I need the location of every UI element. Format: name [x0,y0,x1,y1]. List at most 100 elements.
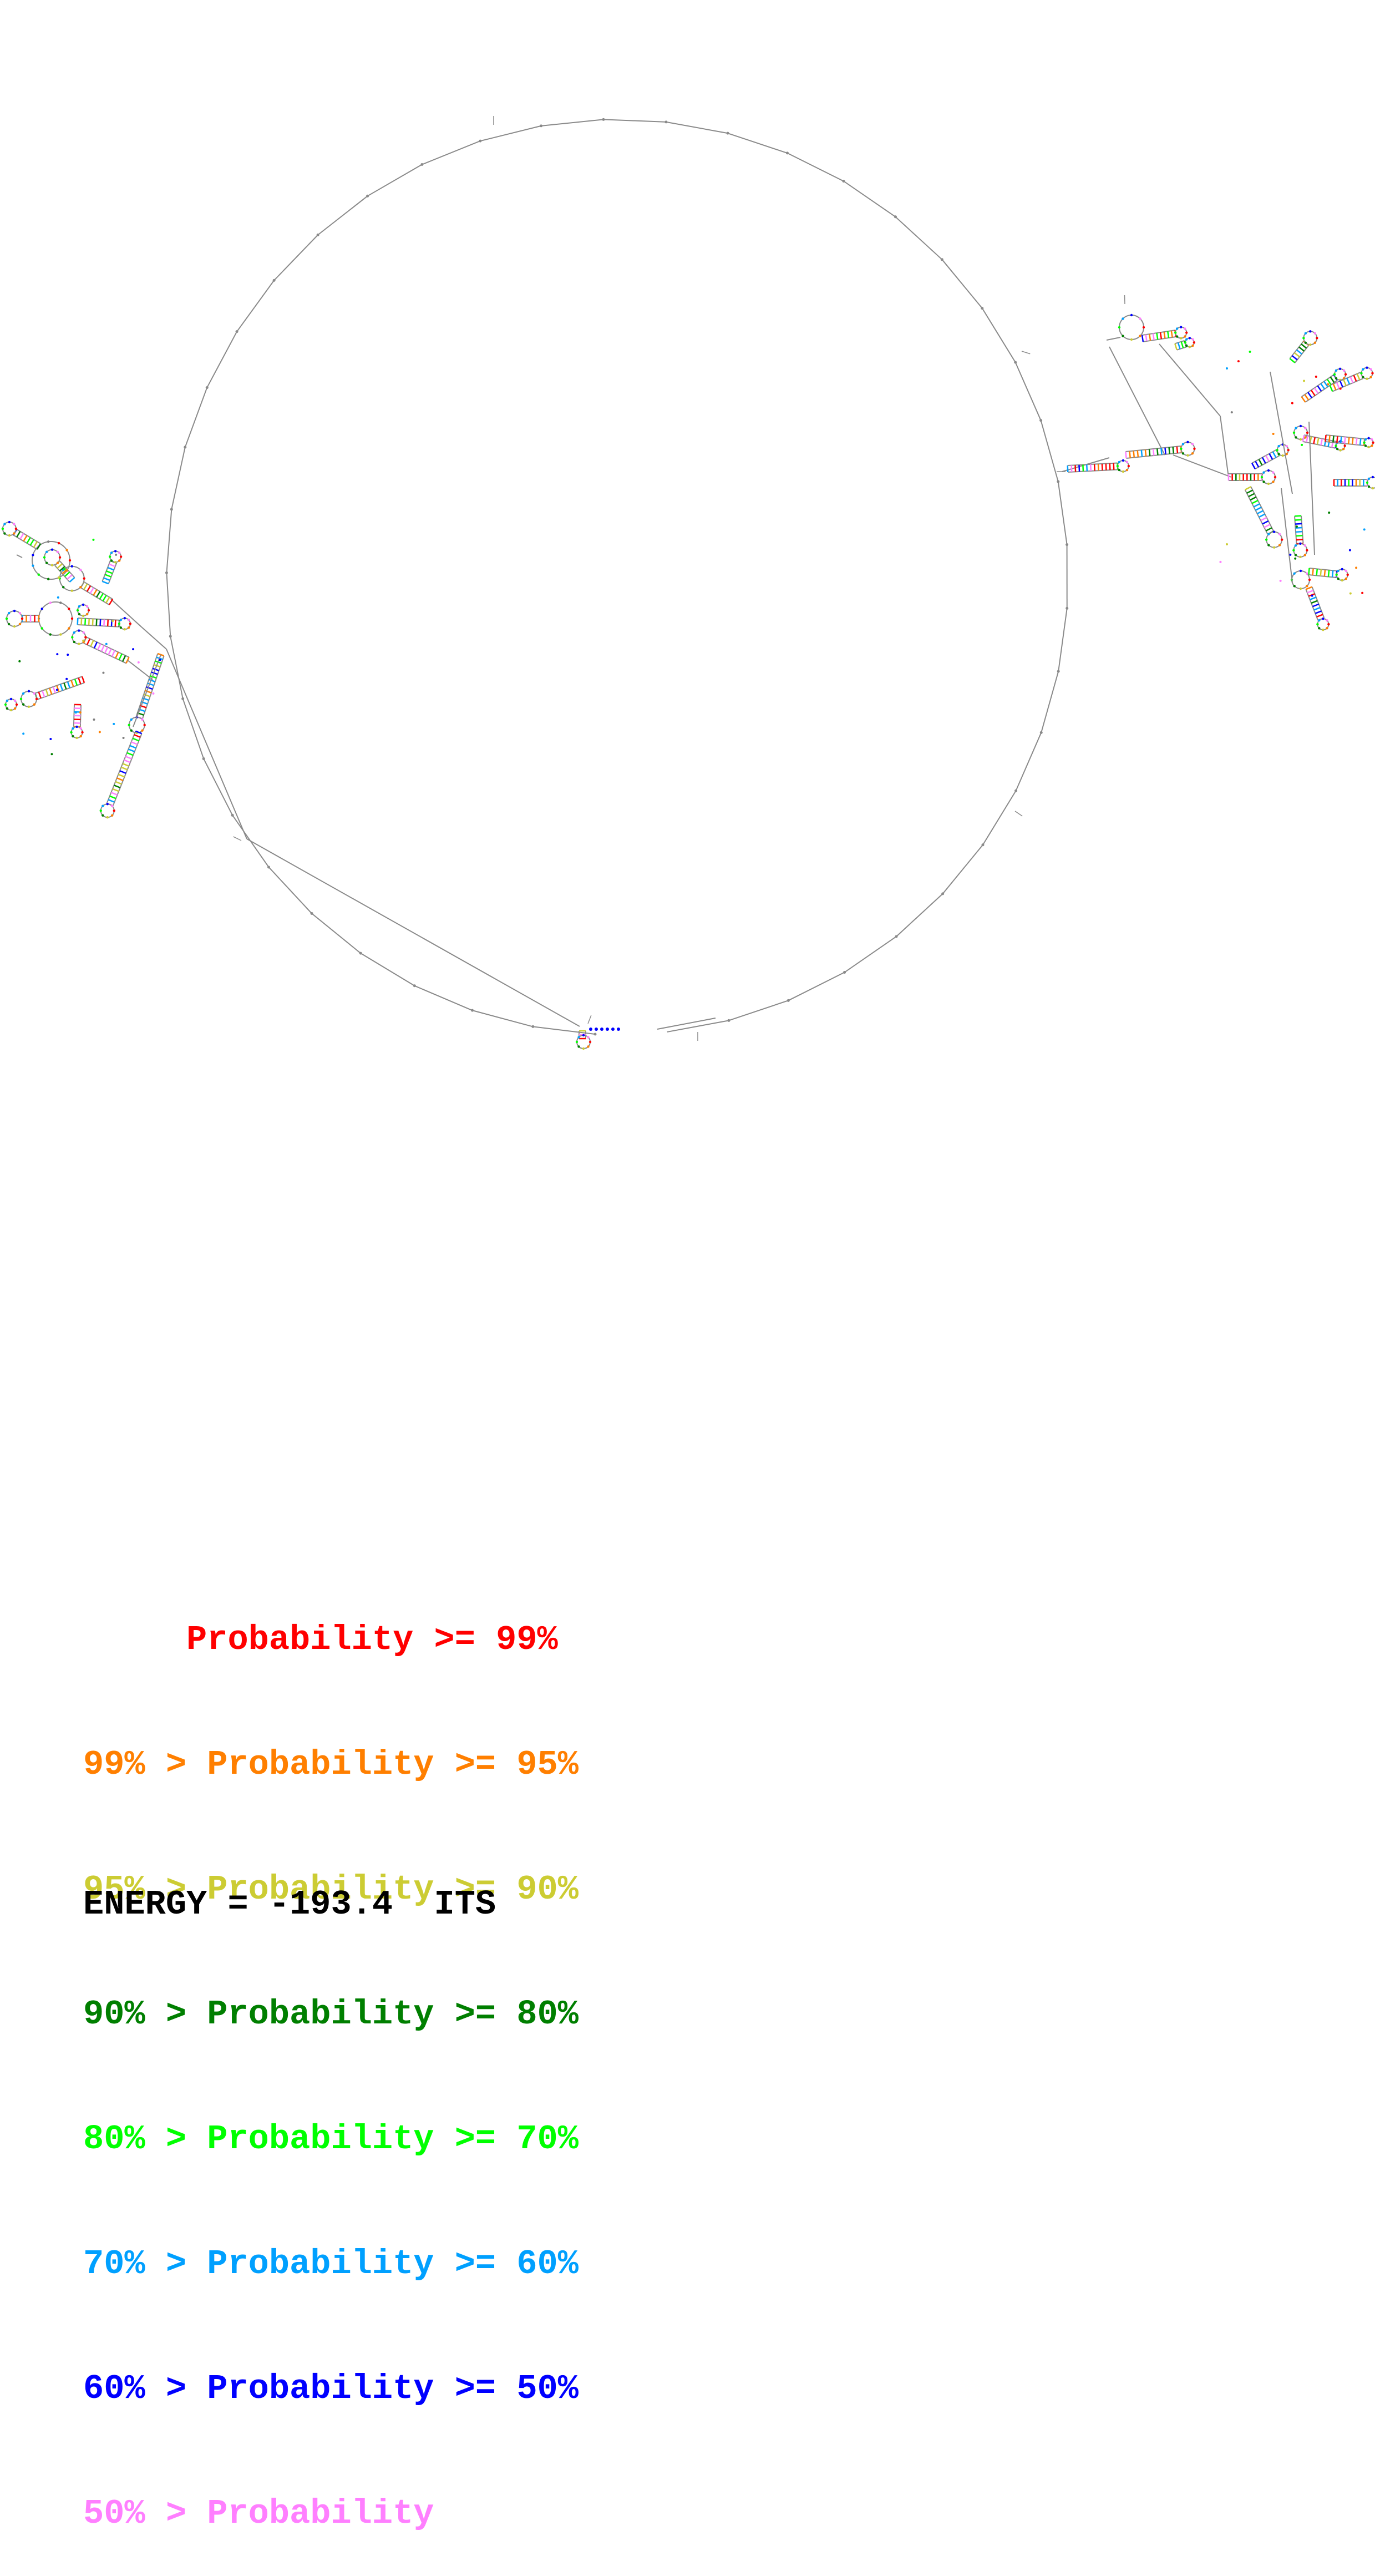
loop-nucleotide [1314,332,1316,335]
loop-nucleotide [120,619,122,621]
base-pair [109,599,113,605]
base-pair [113,789,119,791]
loop-nucleotide [75,711,77,713]
loop-nucleotide [43,556,45,559]
loop-nucleotide [64,568,66,570]
loop-nucleotide [22,704,24,706]
loop-nucleotide [58,542,60,544]
backbone-segment [541,119,603,125]
loop-nucleotide [1322,618,1324,620]
backbone-nucleotide [664,120,667,123]
loop-nucleotide [102,814,104,816]
loop-nucleotide [118,559,120,561]
base-pair [1173,447,1174,453]
loop-nucleotide [111,814,113,816]
loop-nucleotide [1294,558,1296,560]
loop-nucleotide [73,641,75,643]
loop-nucleotide [65,678,68,680]
loop-nucleotide [1139,335,1141,337]
loop-nucleotide [1366,378,1368,380]
loop-nucleotide [51,564,53,566]
loop-nucleotide [1304,544,1306,546]
loop-nucleotide [1316,337,1318,339]
base-pair [1106,464,1107,470]
base-pair [131,742,138,744]
loop-nucleotide [69,559,71,561]
left-helix-cluster [2,521,166,819]
loop-nucleotide [1130,314,1133,316]
loop-nucleotide [1371,438,1373,441]
loop-nucleotide [65,549,68,551]
base-pair [1315,611,1321,613]
base-pair [31,539,34,545]
loop-nucleotide [32,564,34,566]
base-pair [1295,516,1301,517]
base-pair [34,541,37,547]
loop-nucleotide [1327,623,1330,625]
backbone-segment [729,1000,788,1020]
loop-nucleotide [75,737,78,739]
base-pair [1343,379,1346,386]
base-pair [39,692,41,698]
loop-nucleotide [1339,368,1341,370]
loop-nucleotide [1184,335,1186,337]
backbone-loop [165,116,1231,1041]
backbone-nucleotide [981,843,984,846]
loop-nucleotide [152,692,154,695]
loop-nucleotide [587,1045,589,1047]
backbone-nucleotide [311,912,313,915]
base-pair [1153,449,1154,456]
loop-nucleotide [102,672,104,674]
loop-nucleotide [82,615,84,617]
backbone-segment [1159,344,1220,416]
loop-nucleotide [79,711,82,713]
loop-nucleotide [1367,437,1369,439]
base-pair [42,691,44,697]
loop-nucleotide [577,1045,580,1047]
backbone-segment [247,839,580,1026]
loop-nucleotide [58,576,60,579]
loop-nucleotide [75,726,78,728]
base-pair [1149,449,1150,456]
loop-nucleotide [1341,568,1343,570]
base-pair [134,735,140,737]
backbone-segment [666,122,728,133]
loop-nucleotide [1295,554,1297,556]
loop-nucleotide [41,627,43,629]
legend-row-99: Probability >= 99% [83,1619,579,1661]
loop-nucleotide [1295,544,1297,546]
loop-nucleotide [1316,623,1318,625]
loop-nucleotide [18,660,21,662]
base-pair [1075,465,1076,472]
base-pair [71,680,73,686]
loop-nucleotide [28,706,30,708]
base-pair [1255,507,1261,510]
base-pair [1252,463,1255,469]
base-pair [1296,539,1303,540]
backbone-segment [1058,482,1067,545]
base-pair [1261,518,1267,520]
loop-nucleotide [1281,538,1283,540]
backbone-segment [657,1018,716,1029]
backbone-nucleotide [231,814,234,817]
base-pair [114,785,120,787]
loop-nucleotide [81,731,83,733]
base-pair [20,533,23,539]
loop-nucleotide [20,698,22,700]
backbone-nucleotide [479,140,481,143]
backbone-segment [207,332,237,388]
loop-nucleotide [21,618,23,620]
base-pair [130,746,136,748]
base-pair [1328,570,1329,577]
loop-nucleotide [128,724,130,726]
mid-stem-e-strand [1177,347,1186,350]
loop-nucleotide [1237,360,1240,362]
base-pair [1330,385,1333,391]
loop-nucleotide [1274,476,1276,478]
loop-nucleotide [1293,585,1295,587]
loop-nucleotide [1118,469,1120,471]
base-pair [82,676,84,682]
backbone-segment [1016,732,1042,791]
loop-nucleotide [14,707,16,710]
base-pair [1273,452,1276,458]
